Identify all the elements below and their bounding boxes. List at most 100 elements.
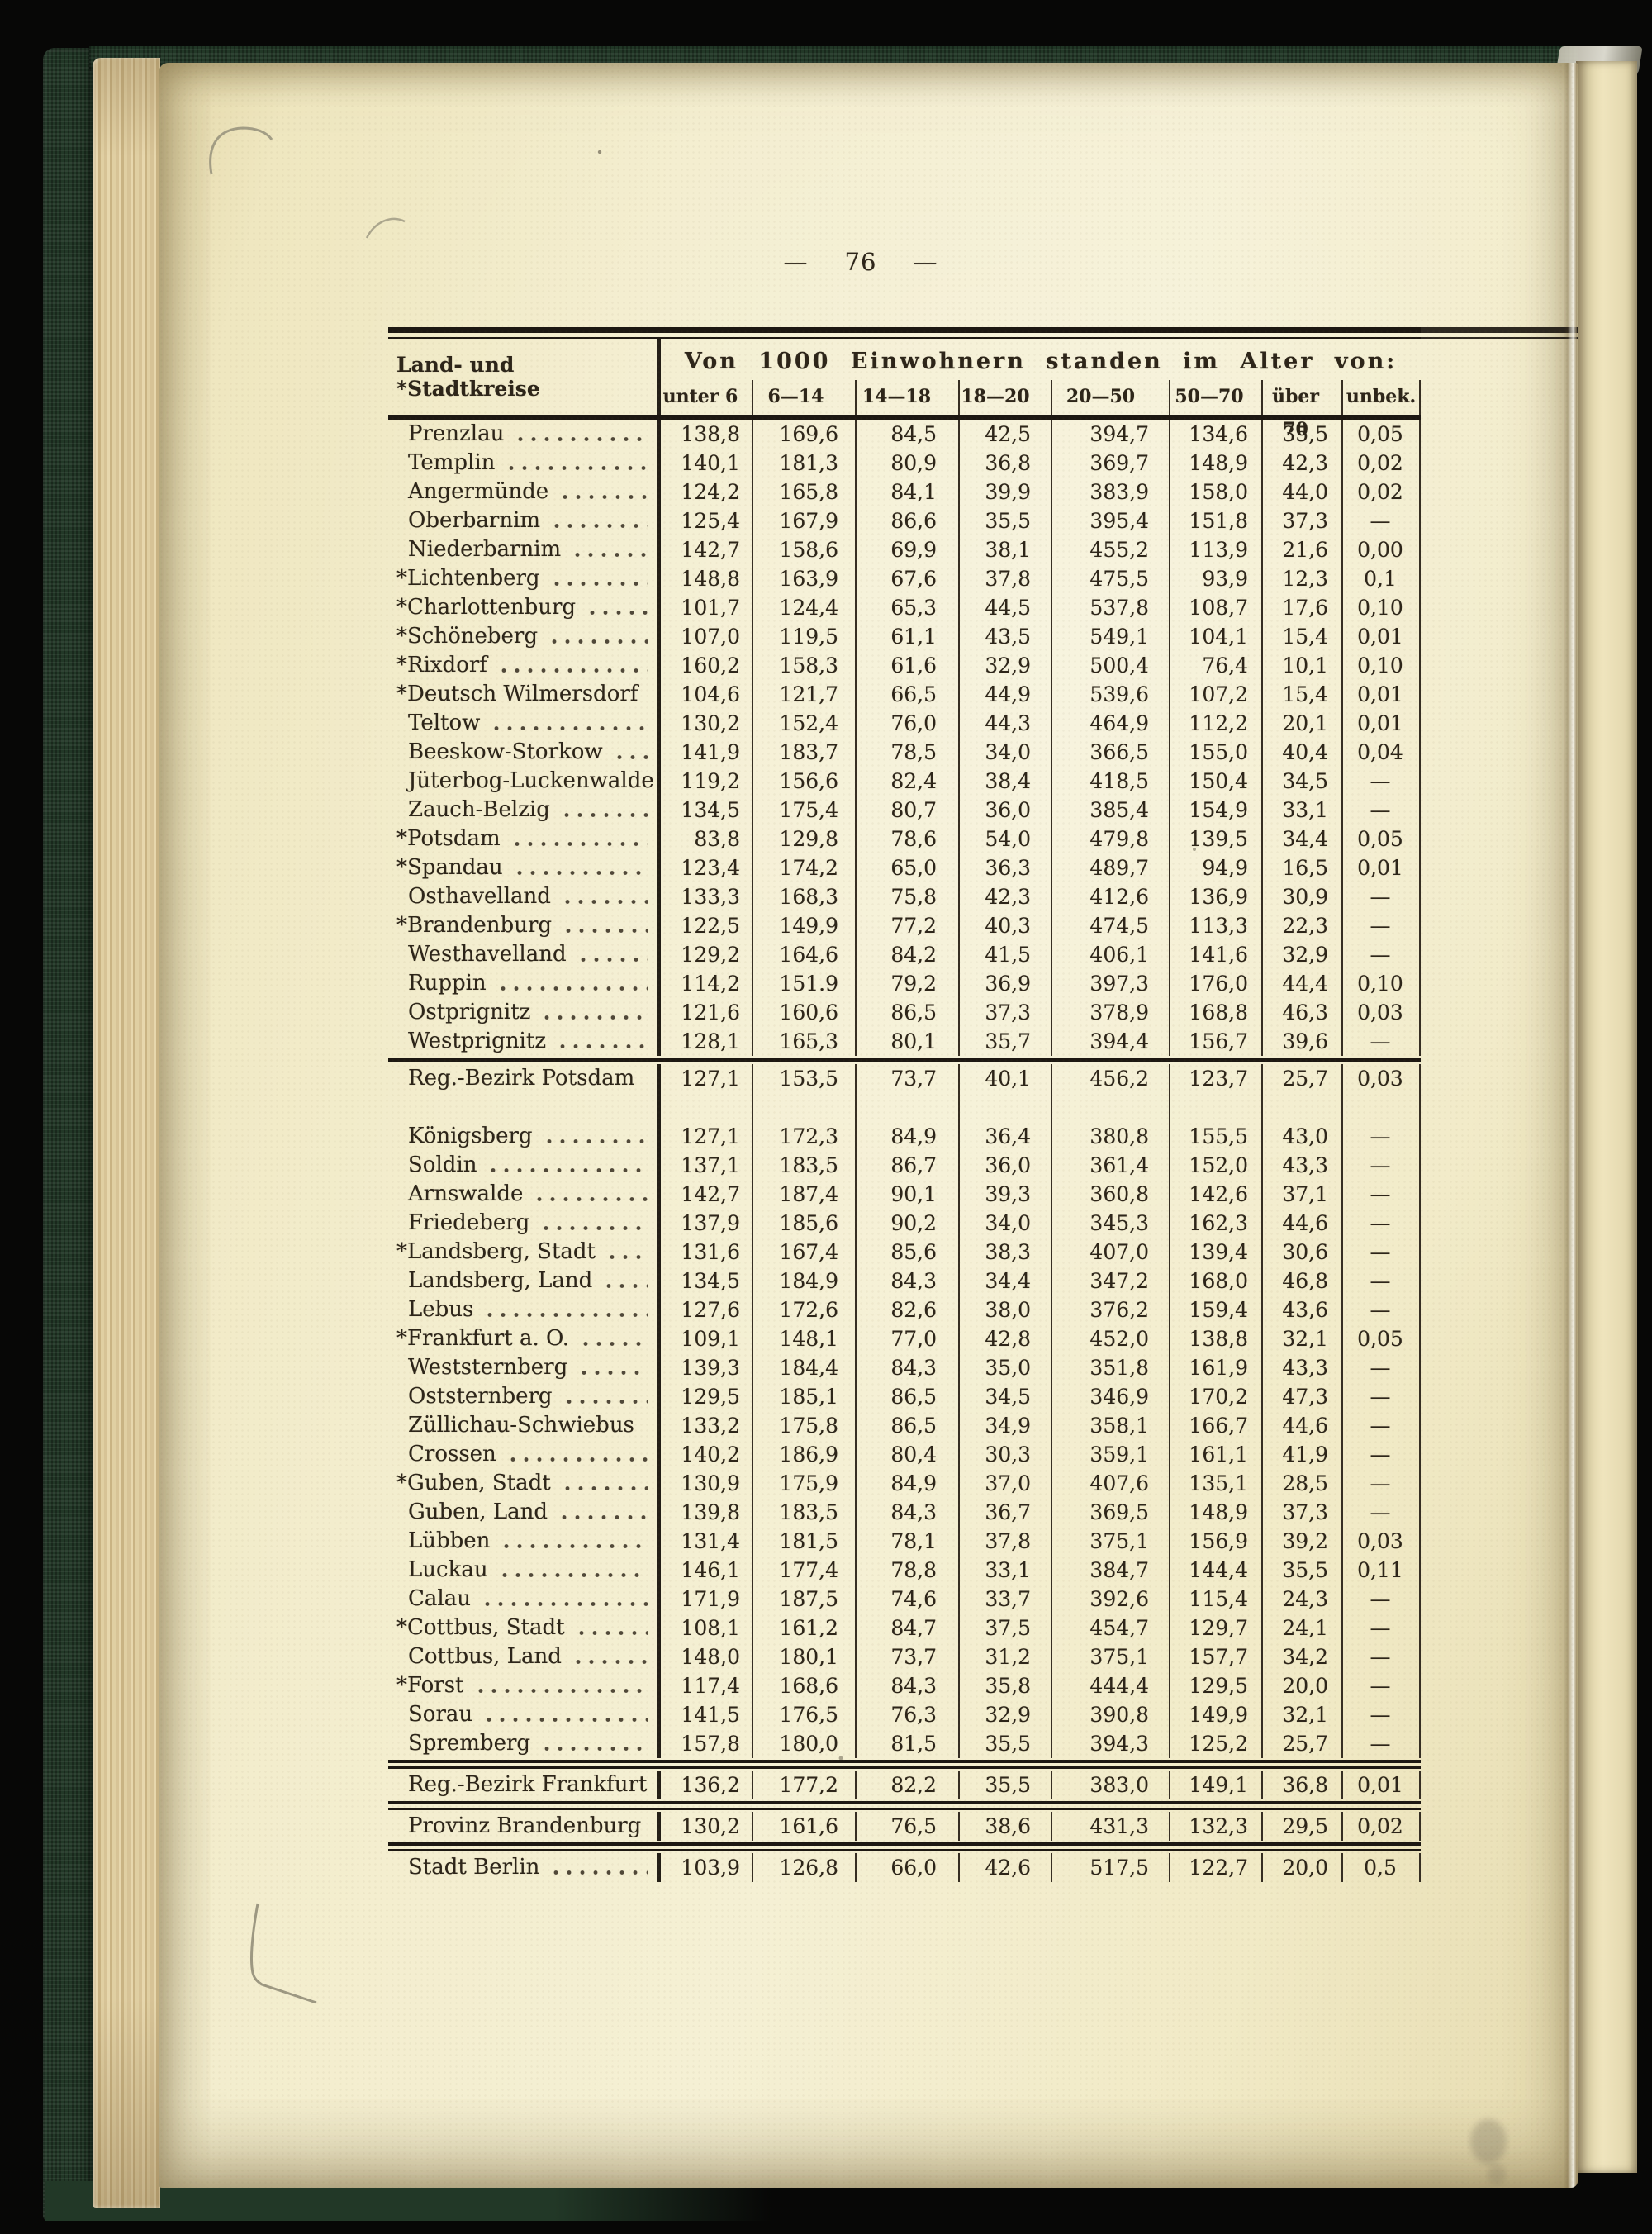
spacer-row xyxy=(388,1093,1421,1122)
district-name: Westprignitz xyxy=(388,1027,661,1056)
dot-leaders xyxy=(577,1629,648,1637)
value-ueber-70: 12,3 xyxy=(1261,564,1341,593)
value-unter-6: 122,5 xyxy=(681,914,740,938)
value-50-70: 115,4 xyxy=(1169,1585,1261,1614)
value-6-14: 186,9 xyxy=(752,1440,855,1469)
age-column-header-6-14: 6—14 xyxy=(752,380,855,415)
value-unter-6: 148,8 xyxy=(681,567,740,591)
value-6-14: 181,3 xyxy=(752,449,855,478)
value-unbek: 0,05 xyxy=(1341,825,1421,853)
value-unter-6: 142,7 xyxy=(681,538,740,562)
value-unter-6: 146,1 xyxy=(681,1558,740,1582)
value-18-20: 38,0 xyxy=(958,1295,1051,1324)
district-name: Reg.-Bezirk Frankfurt xyxy=(388,1771,661,1799)
book-page: — 76 — Land- und *Stadtkreise Von 1000 Ein… xyxy=(159,63,1578,2188)
value-unbek: 0,01 xyxy=(1341,853,1421,882)
district-name: Provinz Brandenburg xyxy=(388,1812,661,1841)
value-ueber-70: 39,2 xyxy=(1261,1527,1341,1556)
value-20-50: 397,3 xyxy=(1051,969,1169,998)
table-row: Stadt Berlin 103,9 126,8 66,0 42,6 517,5 122,7… xyxy=(388,1853,1421,1882)
age-column-header-18-20: 18—20 xyxy=(958,380,1051,415)
district-name-label: Angermünde xyxy=(408,479,549,504)
value-6-14: 174,2 xyxy=(752,853,855,882)
dot-leaders xyxy=(579,956,648,963)
value-unbek: — xyxy=(1341,1151,1421,1180)
value-unter-6: 134,5 xyxy=(681,798,740,822)
table-top-rule xyxy=(388,327,1421,339)
value-6-14: 161,2 xyxy=(752,1614,855,1642)
header-bottom-rule xyxy=(388,415,1421,420)
value-unbek: — xyxy=(1341,1614,1421,1642)
district-name: *Brandenburg xyxy=(388,911,661,940)
value-50-70: 157,7 xyxy=(1169,1642,1261,1671)
value-20-50: 455,2 xyxy=(1051,535,1169,564)
value-6-14: 167,4 xyxy=(752,1238,855,1267)
dot-leaders xyxy=(509,1456,648,1463)
value-20-50: 351,8 xyxy=(1051,1353,1169,1382)
value-20-50: 385,4 xyxy=(1051,796,1169,825)
value-20-50: 464,9 xyxy=(1051,709,1169,738)
district-name-label: Calau xyxy=(408,1586,471,1611)
value-18-20: 37,8 xyxy=(958,1527,1051,1556)
dot-leaders xyxy=(490,1167,648,1174)
value-unbek: — xyxy=(1341,1700,1421,1729)
value-6-14: 175,8 xyxy=(752,1411,855,1440)
pencil-mark xyxy=(249,1903,317,2004)
dot-leaders xyxy=(563,898,648,905)
value-unbek: — xyxy=(1341,1729,1421,1758)
district-name: Prenzlau xyxy=(388,420,661,449)
district-name: Reg.-Bezirk Potsdam xyxy=(388,1064,661,1093)
value-14-18: 61,1 xyxy=(855,622,958,651)
value-unter-6: 148,0 xyxy=(681,1645,740,1669)
district-name: Beeskow-Storkow xyxy=(388,738,661,767)
value-ueber-70: 44,6 xyxy=(1261,1209,1341,1238)
value-20-50: 375,1 xyxy=(1051,1642,1169,1671)
value-unter-6: 127,6 xyxy=(681,1298,740,1322)
table-header: Land- und *Stadtkreise Von 1000 Einwohne… xyxy=(388,339,1421,440)
value-50-70: 139,5 xyxy=(1169,825,1261,853)
dot-leaders xyxy=(487,1311,648,1319)
value-ueber-70: 37,3 xyxy=(1261,506,1341,535)
value-unbek: 0,01 xyxy=(1341,1771,1421,1799)
value-unter-6: 104,6 xyxy=(681,682,740,706)
value-20-50: 418,5 xyxy=(1051,767,1169,796)
district-name-label: *Potsdam xyxy=(396,826,501,851)
value-6-14: 183,5 xyxy=(752,1151,855,1180)
value-18-20: 35,8 xyxy=(958,1671,1051,1700)
value-6-14: 172,3 xyxy=(752,1122,855,1151)
district-name-label: Jüterbog-Luckenwalde xyxy=(408,768,654,793)
value-18-20: 36,7 xyxy=(958,1498,1051,1527)
value-50-70: 94,9 xyxy=(1169,853,1261,882)
value-6-14: 165,8 xyxy=(752,478,855,506)
value-ueber-70: 37,3 xyxy=(1261,1498,1341,1527)
table-row: Luckau 146,1 177,4 78,8 33,1 384,7 144,4 35,5 0,… xyxy=(388,1556,1421,1585)
value-ueber-70 xyxy=(1261,1093,1341,1122)
value-18-20: 32,9 xyxy=(958,651,1051,680)
district-name-label: *Lichtenberg xyxy=(396,566,540,591)
value-6-14: 121,7 xyxy=(752,680,855,709)
value-unbek: — xyxy=(1341,882,1421,911)
dot-leaders xyxy=(486,1716,648,1723)
district-name-label: Luckau xyxy=(408,1557,488,1582)
value-20-50: 359,1 xyxy=(1051,1440,1169,1469)
table-row: Westhavelland 129,2 164,6 84,2 41,5 406,1 141,… xyxy=(388,940,1421,969)
value-unbek: 0,03 xyxy=(1341,1064,1421,1093)
table-row: *Rixdorf 160,2 158,3 61,6 32,9 500,4 76,4 10,1 0… xyxy=(388,651,1421,680)
value-14-18: 84,1 xyxy=(855,478,958,506)
value-unter-6: 125,4 xyxy=(681,509,740,533)
table-row: Reg.-Bezirk Potsdam 127,1 153,5 73,7 40,1 456… xyxy=(388,1064,1421,1093)
value-unbek: — xyxy=(1341,1469,1421,1498)
value-6-14: 163,9 xyxy=(752,564,855,593)
value-14-18: 77,2 xyxy=(855,911,958,940)
value-50-70: 154,9 xyxy=(1169,796,1261,825)
district-name: Oststernberg xyxy=(388,1382,661,1411)
district-name-label: *Rixdorf xyxy=(396,653,487,677)
value-6-14: 187,4 xyxy=(752,1180,855,1209)
value-unter-6: 129,5 xyxy=(681,1385,740,1409)
value-unter-6: 103,9 xyxy=(681,1856,740,1880)
value-14-18: 82,4 xyxy=(855,767,958,796)
value-unbek: — xyxy=(1341,1382,1421,1411)
value-6-14: 175,9 xyxy=(752,1469,855,1498)
value-unbek: 0,02 xyxy=(1341,1812,1421,1841)
